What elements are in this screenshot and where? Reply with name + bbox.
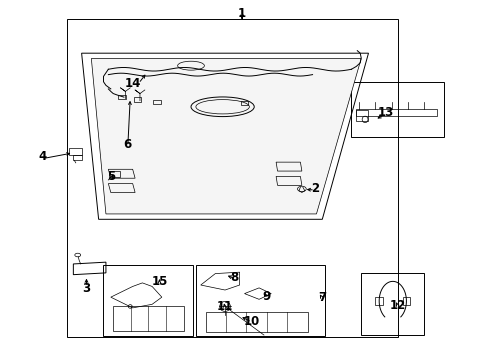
Bar (374, 297, 382, 305)
Bar (118, 95, 125, 99)
Bar (205, 312, 307, 332)
Bar (356, 109, 436, 116)
Text: 15: 15 (151, 275, 167, 288)
Polygon shape (91, 59, 361, 214)
Text: 3: 3 (82, 283, 90, 296)
Bar (153, 100, 161, 104)
Bar (67, 19, 397, 337)
Bar (196, 265, 324, 337)
Bar (69, 148, 81, 155)
Bar (109, 171, 120, 177)
Text: 4: 4 (39, 150, 47, 163)
Text: 11: 11 (217, 300, 233, 313)
Text: 9: 9 (262, 289, 270, 303)
Text: 7: 7 (318, 291, 325, 305)
Bar (103, 265, 193, 337)
Bar (361, 273, 424, 336)
Text: 14: 14 (124, 77, 141, 90)
Text: 8: 8 (230, 271, 239, 284)
Bar (356, 110, 368, 121)
Text: 12: 12 (389, 298, 405, 311)
Text: 10: 10 (243, 315, 260, 328)
Bar (351, 82, 443, 137)
Text: 5: 5 (106, 170, 115, 183)
Text: 13: 13 (377, 105, 393, 119)
Text: 6: 6 (123, 138, 132, 151)
Bar (133, 98, 141, 102)
Bar (240, 101, 248, 105)
Text: 2: 2 (310, 183, 318, 195)
Bar (402, 297, 409, 305)
Text: 1: 1 (238, 8, 245, 21)
Bar (113, 306, 183, 331)
Bar (73, 155, 82, 160)
